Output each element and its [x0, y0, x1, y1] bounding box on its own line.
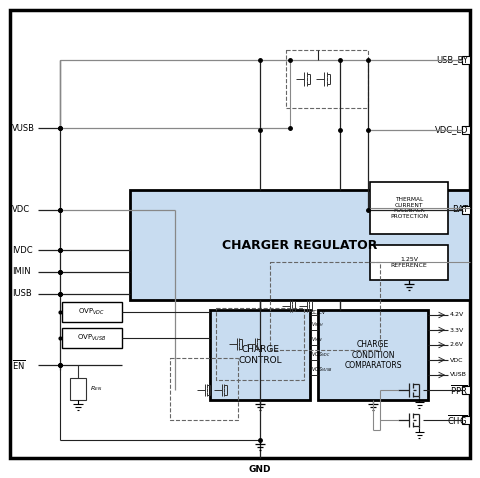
Text: OVP$_{VDC}$: OVP$_{VDC}$: [78, 307, 106, 317]
Bar: [370, 182, 448, 234]
Text: $VOS_{VDC}$: $VOS_{VDC}$: [311, 350, 331, 359]
Text: CC/CV: CC/CV: [311, 309, 326, 314]
Text: USB_BY: USB_BY: [436, 55, 468, 65]
Bar: [130, 190, 470, 300]
Text: $\overline{\rm EN}$: $\overline{\rm EN}$: [12, 358, 25, 372]
Text: $V_{RCH}$: $V_{RCH}$: [311, 320, 324, 329]
Text: IUSB: IUSB: [12, 290, 32, 298]
Text: IMIN: IMIN: [12, 268, 31, 276]
Text: $VOS_{VUSB}$: $VOS_{VUSB}$: [311, 365, 332, 374]
Text: CHARGER REGULATOR: CHARGER REGULATOR: [222, 239, 378, 251]
Text: VDC: VDC: [12, 206, 30, 215]
Text: THERMAL
CURRENT
FOLDBACK
PROTECTION: THERMAL CURRENT FOLDBACK PROTECTION: [390, 197, 428, 219]
Text: IVDC: IVDC: [12, 246, 33, 254]
Text: $R_{EN}$: $R_{EN}$: [90, 384, 102, 393]
Bar: [370, 245, 448, 280]
Text: CHARGE
CONDITION
COMPARATORS: CHARGE CONDITION COMPARATORS: [344, 340, 402, 370]
Bar: [462, 206, 470, 214]
Text: $\overline{\rm PPR}$: $\overline{\rm PPR}$: [450, 383, 468, 397]
Bar: [210, 310, 310, 400]
Text: $V_{MIN}$: $V_{MIN}$: [311, 335, 323, 344]
Text: VUSB: VUSB: [12, 123, 35, 132]
Bar: [70, 378, 86, 400]
Text: VUSB: VUSB: [450, 372, 467, 378]
Text: VDC: VDC: [450, 358, 464, 362]
Bar: [462, 416, 470, 424]
Text: 4.2V: 4.2V: [450, 313, 464, 317]
Text: $\overline{\rm CHG}$: $\overline{\rm CHG}$: [447, 413, 468, 427]
Bar: [216, 308, 304, 380]
Bar: [62, 302, 122, 322]
Bar: [62, 328, 122, 348]
Bar: [170, 358, 238, 420]
Bar: [462, 386, 470, 394]
Text: VDC_LD: VDC_LD: [434, 126, 468, 134]
Text: OVP$_{VUSB}$: OVP$_{VUSB}$: [77, 333, 107, 343]
Bar: [462, 56, 470, 64]
Bar: [462, 126, 470, 134]
Text: GND: GND: [249, 466, 271, 475]
Text: CHARGE
CONTROL: CHARGE CONTROL: [238, 345, 282, 365]
Text: BAT: BAT: [452, 206, 468, 215]
Bar: [318, 310, 428, 400]
Bar: [270, 262, 380, 350]
Text: 1.25V
REFERENCE: 1.25V REFERENCE: [391, 257, 427, 268]
Text: 2.6V: 2.6V: [450, 343, 464, 348]
Bar: [286, 50, 368, 108]
Text: 3.3V: 3.3V: [450, 327, 464, 333]
